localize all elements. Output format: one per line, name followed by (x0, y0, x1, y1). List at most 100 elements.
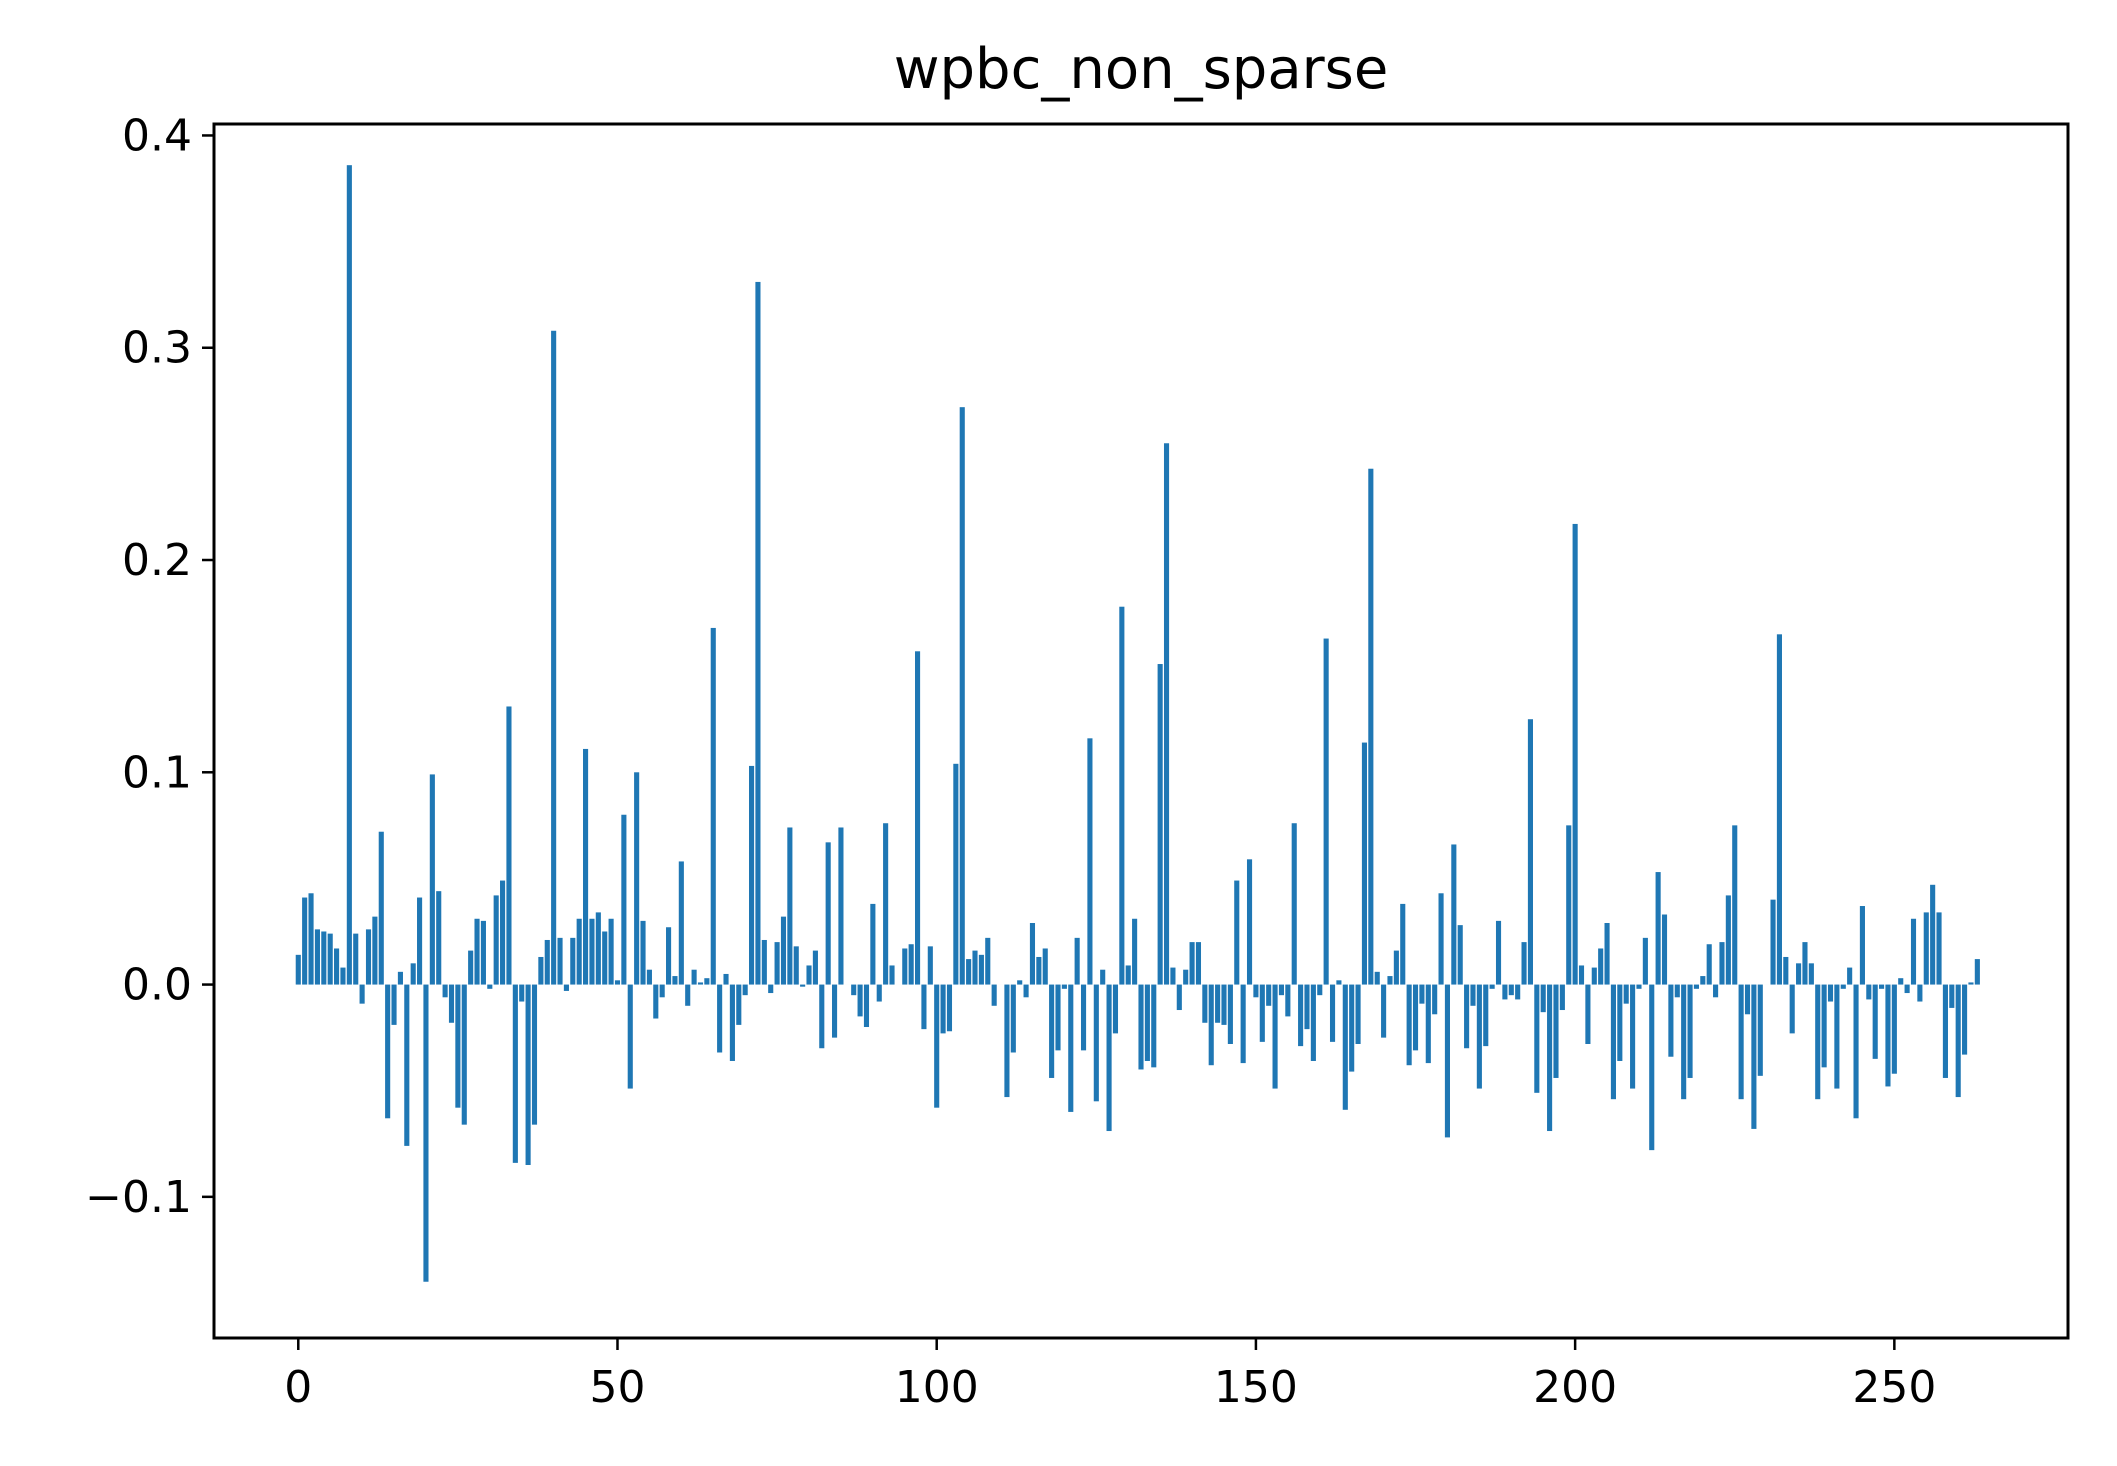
bar-51 (621, 814, 627, 985)
bar-220 (1700, 976, 1706, 985)
bar-205 (1604, 923, 1610, 985)
bar-252 (1904, 984, 1910, 994)
bar-8 (346, 165, 352, 985)
bar-30 (487, 984, 493, 989)
bar-31 (493, 895, 499, 985)
bar-121 (1068, 984, 1074, 1112)
bar-135 (1157, 664, 1163, 985)
bar-109 (991, 984, 997, 1006)
bar-103 (953, 763, 959, 985)
x-tick-label: 50 (589, 1362, 645, 1413)
bar-193 (1527, 719, 1533, 985)
bar-13 (378, 831, 384, 985)
bar-166 (1355, 984, 1361, 1044)
bar-120 (1061, 984, 1067, 989)
bar-239 (1821, 984, 1827, 1068)
bar-187 (1489, 984, 1495, 989)
bar-57 (659, 984, 665, 998)
x-axis: 0 50 100 150 200 250 (284, 1338, 1936, 1413)
bar-36 (525, 984, 531, 1165)
bar-228 (1751, 984, 1757, 1129)
bar-119 (1055, 984, 1061, 1051)
bar-45 (583, 748, 589, 985)
x-tick-label: 0 (284, 1362, 312, 1413)
bar-251 (1898, 978, 1904, 985)
bar-58 (666, 927, 672, 985)
bar-249 (1885, 984, 1891, 1087)
x-tick-label: 200 (1533, 1362, 1617, 1413)
bar-14 (385, 984, 391, 1119)
bar-246 (1866, 984, 1872, 1000)
bar-180 (1444, 984, 1450, 1138)
bar-192 (1521, 942, 1527, 985)
bar-16 (397, 971, 403, 985)
bar-171 (1387, 976, 1393, 985)
bar-168 (1368, 468, 1374, 985)
bar-0 (295, 954, 301, 985)
bar-27 (468, 950, 474, 985)
bar-67 (723, 973, 729, 985)
bar-179 (1438, 893, 1444, 985)
bar-93 (889, 965, 895, 985)
bar-107 (978, 954, 984, 985)
bar-116 (1036, 956, 1042, 985)
bar-189 (1502, 984, 1508, 1000)
bar-37 (531, 984, 538, 1125)
bar-35 (519, 984, 525, 1002)
bar-82 (819, 984, 825, 1049)
bar-22 (436, 891, 442, 985)
bar-117 (1042, 948, 1048, 985)
bar-147 (1234, 880, 1240, 985)
bar-137 (1170, 967, 1176, 985)
bar-56 (653, 984, 659, 1019)
bar-198 (1559, 984, 1565, 1011)
bar-178 (1432, 984, 1438, 1015)
bar-55 (646, 969, 652, 985)
bar-95 (902, 948, 908, 985)
bar-64 (704, 978, 710, 985)
bar-260 (1955, 984, 1961, 1098)
bar-25 (455, 984, 461, 1108)
bar-263 (1974, 959, 1980, 985)
bar-212 (1649, 984, 1655, 1151)
bar-46 (589, 918, 595, 985)
bar-112 (1010, 984, 1016, 1053)
y-tick-label: 0.2 (122, 535, 192, 586)
bar-190 (1508, 984, 1514, 996)
bar-81 (812, 950, 818, 985)
bar-181 (1451, 844, 1457, 985)
bar-104 (959, 407, 965, 985)
bar-182 (1457, 925, 1463, 985)
plot-frame (212, 122, 2070, 1340)
bar-33 (506, 706, 512, 985)
bar-6 (334, 948, 340, 985)
bar-222 (1713, 984, 1719, 998)
bar-130 (1125, 965, 1131, 985)
bar-23 (442, 984, 448, 998)
bar-200 (1572, 523, 1578, 985)
y-axis: −0.1 0.0 0.1 0.2 0.3 0.4 (85, 110, 214, 1223)
bar-101 (940, 984, 946, 1034)
bar-134 (1151, 984, 1157, 1068)
bar-237 (1808, 963, 1814, 985)
bar-194 (1534, 984, 1540, 1093)
bar-28 (474, 918, 480, 985)
bar-216 (1674, 984, 1680, 998)
bar-17 (404, 984, 410, 1146)
bar-133 (1144, 984, 1150, 1061)
bar-2 (308, 893, 314, 985)
bar-141 (1195, 942, 1202, 985)
bar-221 (1706, 944, 1712, 985)
bar-247 (1872, 984, 1878, 1059)
y-tick-label: 0.3 (122, 323, 192, 374)
bar-195 (1540, 984, 1546, 1013)
bar-131 (1132, 918, 1138, 985)
bar-176 (1419, 984, 1425, 1004)
bar-257 (1936, 912, 1942, 985)
bar-234 (1789, 984, 1795, 1034)
y-tick-label: 0.4 (122, 110, 192, 161)
bar-177 (1425, 984, 1431, 1064)
bar-122 (1074, 937, 1080, 985)
bar-54 (640, 920, 646, 985)
bar-71 (749, 765, 755, 985)
